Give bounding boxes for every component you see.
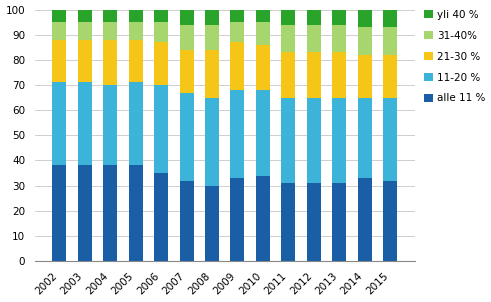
Bar xyxy=(180,10,193,25)
Bar xyxy=(180,92,193,181)
Bar xyxy=(180,25,193,50)
Bar xyxy=(52,10,66,22)
Bar xyxy=(154,22,168,42)
Bar xyxy=(230,178,245,261)
Bar xyxy=(256,175,270,261)
Bar xyxy=(281,25,296,52)
Bar xyxy=(205,185,219,261)
Bar xyxy=(180,181,193,261)
Bar xyxy=(205,98,219,185)
Bar xyxy=(332,183,346,261)
Bar xyxy=(383,27,397,55)
Bar xyxy=(78,22,92,40)
Bar xyxy=(52,40,66,82)
Bar xyxy=(256,45,270,90)
Bar xyxy=(332,25,346,52)
Bar xyxy=(103,40,117,85)
Bar xyxy=(256,90,270,175)
Bar xyxy=(256,10,270,22)
Bar xyxy=(230,22,245,42)
Bar xyxy=(358,55,372,98)
Bar xyxy=(332,98,346,183)
Bar xyxy=(103,10,117,22)
Bar xyxy=(307,52,321,98)
Bar xyxy=(205,50,219,98)
Bar xyxy=(307,183,321,261)
Bar xyxy=(180,50,193,92)
Legend: yli 40 %, 31-40%, 21-30 %, 11-20 %, alle 11 %: yli 40 %, 31-40%, 21-30 %, 11-20 %, alle… xyxy=(424,10,486,104)
Bar xyxy=(307,10,321,25)
Bar xyxy=(52,22,66,40)
Bar xyxy=(78,10,92,22)
Bar xyxy=(383,98,397,181)
Bar xyxy=(154,85,168,173)
Bar xyxy=(281,98,296,183)
Bar xyxy=(103,22,117,40)
Bar xyxy=(154,173,168,261)
Bar xyxy=(256,22,270,45)
Bar xyxy=(358,10,372,27)
Bar xyxy=(307,98,321,183)
Bar xyxy=(78,40,92,82)
Bar xyxy=(103,165,117,261)
Bar xyxy=(358,98,372,178)
Bar xyxy=(129,82,142,165)
Bar xyxy=(358,178,372,261)
Bar xyxy=(154,10,168,22)
Bar xyxy=(78,165,92,261)
Bar xyxy=(205,25,219,50)
Bar xyxy=(281,183,296,261)
Bar xyxy=(383,55,397,98)
Bar xyxy=(154,42,168,85)
Bar xyxy=(103,85,117,165)
Bar xyxy=(129,10,142,22)
Bar xyxy=(230,90,245,178)
Bar xyxy=(52,165,66,261)
Bar xyxy=(358,27,372,55)
Bar xyxy=(78,82,92,165)
Bar xyxy=(129,40,142,82)
Bar xyxy=(383,10,397,27)
Bar xyxy=(281,52,296,98)
Bar xyxy=(332,52,346,98)
Bar xyxy=(129,165,142,261)
Bar xyxy=(230,42,245,90)
Bar xyxy=(129,22,142,40)
Bar xyxy=(307,25,321,52)
Bar xyxy=(281,10,296,25)
Bar xyxy=(205,10,219,25)
Bar xyxy=(332,10,346,25)
Bar xyxy=(383,181,397,261)
Bar xyxy=(52,82,66,165)
Bar xyxy=(230,10,245,22)
